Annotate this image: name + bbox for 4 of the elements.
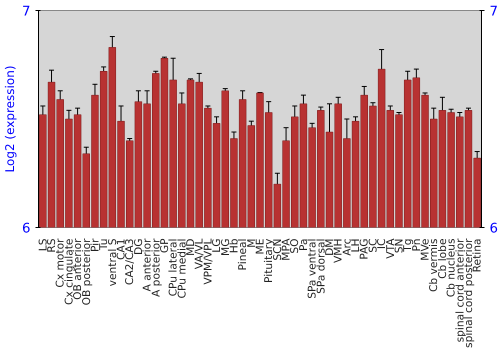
x-tick-label: Retina	[470, 238, 484, 272]
y2-tick-label: 7	[490, 4, 498, 20]
y2-tick-label: 6	[490, 222, 498, 236]
y-axis-title: Log2 (expression)	[3, 66, 18, 172]
